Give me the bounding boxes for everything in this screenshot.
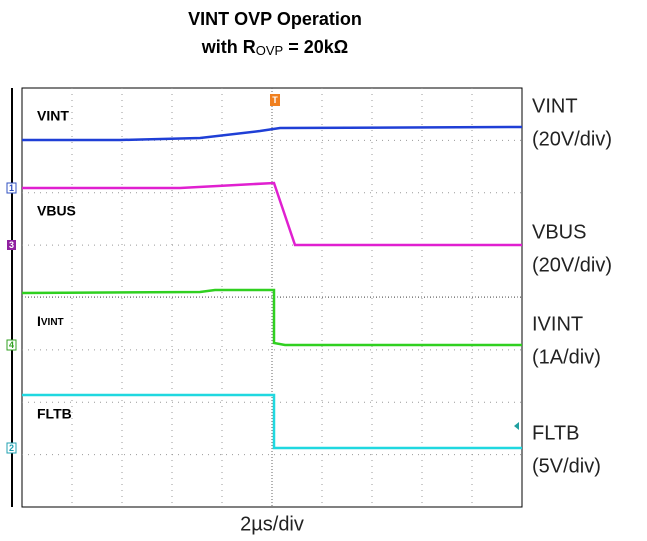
- ch1-marker: [6, 182, 17, 194]
- side-name: IVINT: [532, 313, 583, 335]
- title-line2: with ROVP = 20kΩ: [201, 37, 348, 59]
- trigger-text: T: [272, 95, 278, 105]
- vint-trace: [22, 125, 523, 142]
- ivint-sub: VINT: [41, 317, 64, 328]
- screen: [11, 87, 523, 508]
- markers: 1 3 4 2 T: [6, 94, 519, 454]
- ch3-text: 3: [9, 240, 14, 250]
- ivint-main: I: [37, 313, 41, 329]
- vint-label: VINT: [37, 108, 69, 124]
- ch4-marker: [6, 339, 17, 351]
- fltb-level-arrow: [514, 422, 519, 430]
- side-scale: (1A/div): [532, 346, 601, 368]
- side-scale: (20V/div): [532, 128, 612, 150]
- fltb-label: FLTB: [37, 406, 72, 422]
- ch2-text: 2: [9, 443, 14, 453]
- fltb-trace: [22, 393, 522, 450]
- ch2-marker: [6, 442, 17, 454]
- side-name: FLTB: [532, 422, 579, 444]
- side-scale: (20V/div): [532, 254, 612, 276]
- title-prefix: with R: [201, 37, 256, 57]
- side-name: VINT: [532, 95, 578, 117]
- title-sub: OVP: [256, 43, 283, 58]
- ch4-text: 4: [9, 340, 14, 350]
- ch1-text: 1: [9, 183, 14, 193]
- trigger-marker: [270, 94, 280, 106]
- side-labels: VINT (20V/div) VBUS (20V/div) IVINT (1A/div) F…: [532, 95, 612, 477]
- ivint-trace: [21, 288, 522, 347]
- time-scale: 2µs/div: [240, 513, 304, 535]
- side-name: VBUS: [532, 221, 586, 243]
- vbus-trace: [22, 181, 522, 247]
- title-suffix: = 20kΩ: [283, 37, 348, 57]
- vbus-label: VBUS: [37, 203, 76, 219]
- title-line1: VINT OVP Operation: [188, 9, 362, 29]
- ivint-label: IVINT: [37, 313, 64, 329]
- ch3-marker: [7, 240, 16, 250]
- side-scale: (5V/div): [532, 455, 601, 477]
